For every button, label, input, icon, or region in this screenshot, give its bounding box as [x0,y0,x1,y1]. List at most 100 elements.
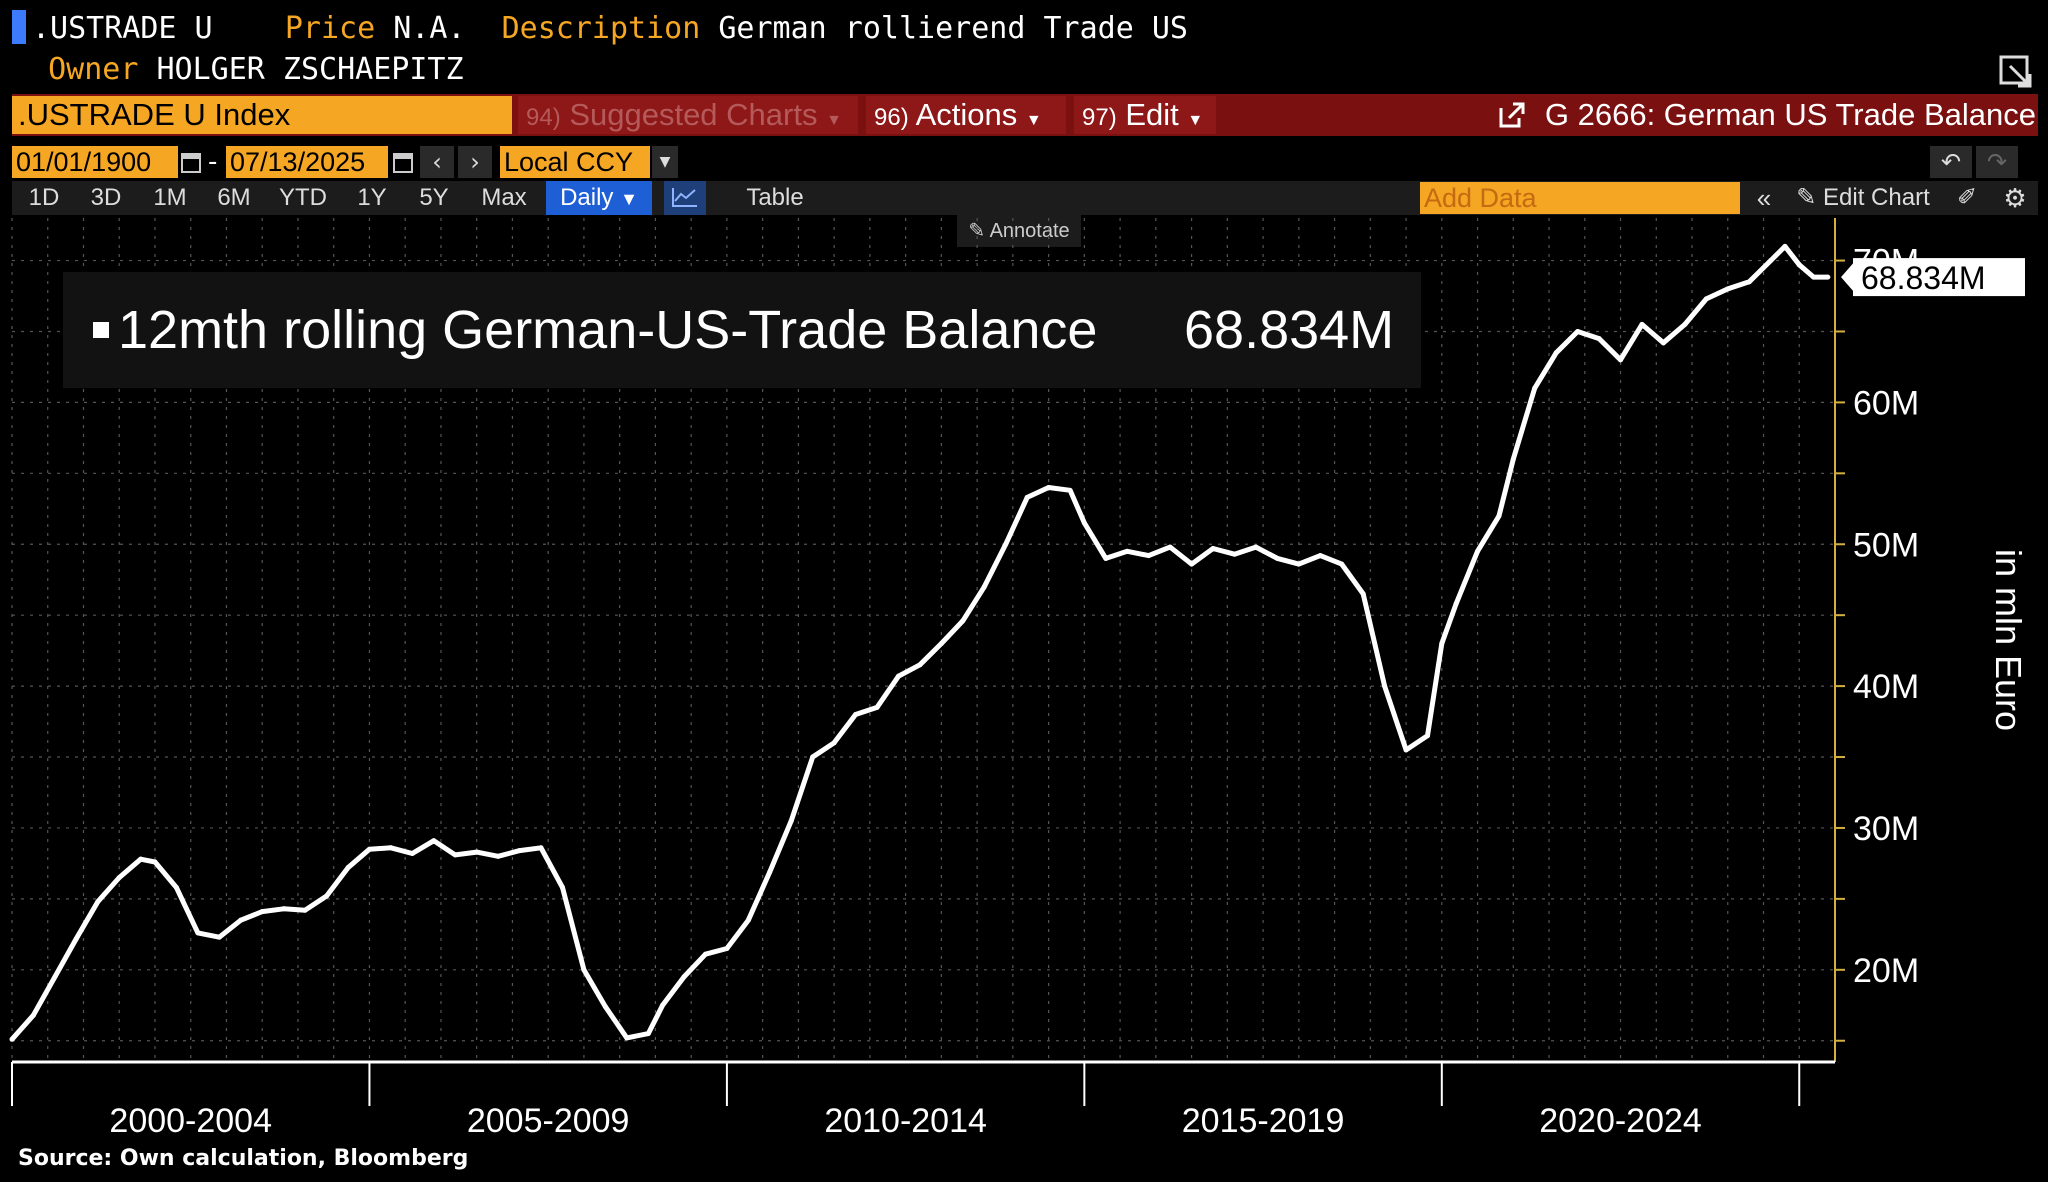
data-point [1067,487,1073,493]
range-1m[interactable]: 1M [153,184,187,211]
edit-button[interactable]: 97) Edit ▼ [1074,96,1216,134]
data-point [1167,544,1173,550]
data-point [116,875,122,881]
data-point [324,893,330,899]
next-period-button[interactable]: › [458,146,492,178]
edit-number: 97) [1082,104,1117,131]
description-label: Description [501,11,701,46]
suggested-charts-label: Suggested Charts [569,97,818,132]
range-1y[interactable]: 1Y [357,184,387,211]
range-1d[interactable]: 1D [28,184,60,211]
data-point [1439,641,1445,647]
annotate-label: Annotate [989,220,1070,242]
price-label: Price [284,11,376,46]
data-point [1046,485,1052,491]
y-tick-label: 50M [1853,526,1919,564]
data-point [1796,262,1802,268]
suggested-charts-button[interactable]: 94) Suggested Charts ▼ [518,96,858,134]
source-note: Source: Own calculation, Bloomberg [18,1146,469,1171]
x-tick-label: 2020-2024 [1539,1102,1702,1140]
launch-icon[interactable] [1497,100,1527,139]
data-point [1596,336,1602,342]
data-point [281,906,287,912]
data-point [1725,286,1731,292]
data-point [30,1012,36,1018]
gear-icon[interactable]: ⚙ [2003,183,2027,213]
data-point [259,909,265,915]
last-value-label: 68.834M [1861,260,1986,296]
pencil-icon: ✎ [1796,184,1817,211]
data-point [1453,601,1459,607]
security-color-marker [12,10,26,44]
data-point [1317,553,1323,559]
edit-chart-button[interactable]: ✎ Edit Chart [1788,181,1938,215]
table-button[interactable]: Table [746,184,804,211]
data-point [895,673,901,679]
data-point [1682,321,1688,327]
data-point [409,850,415,856]
x-tick-label: 2005-2009 [467,1102,630,1140]
chevron-down-icon: ▼ [826,112,842,129]
data-point [1639,321,1645,327]
data-point [1768,258,1774,264]
data-point [645,1031,651,1037]
y-tick-label: 40M [1853,668,1919,706]
redo-button[interactable]: ↷ [1976,146,2018,178]
y-axis-label: in mln Euro [1988,549,2029,731]
data-point [495,853,501,859]
series-layer [9,243,1831,1042]
range-6m[interactable]: 6M [217,184,251,211]
range-ytd[interactable]: YTD [279,184,327,211]
y-tick-label: 20M [1853,952,1919,990]
chart-edit-tool-icon[interactable]: ✐ [1956,184,1978,211]
chart-type-button[interactable] [664,181,706,215]
currency-select[interactable]: Local CCY [500,146,650,178]
chevron-down-icon: ▼ [1025,112,1042,129]
popout-icon[interactable] [1998,54,2034,90]
data-point [1746,279,1752,285]
data-point [345,865,351,871]
data-point [1782,243,1788,249]
legend-marker [93,322,109,338]
end-date-field[interactable]: 07/13/2025 [226,146,388,178]
range-3d[interactable]: 3D [90,184,122,211]
legend: 12mth rolling German-US-Trade Balance 68… [63,272,1421,388]
start-date-field[interactable]: 01/01/1900 [12,146,178,178]
prev-period-button[interactable]: ‹ [420,146,454,178]
data-point [1825,274,1831,280]
data-point [452,852,458,858]
collapse-icon[interactable]: « [1756,183,1772,213]
data-point [1189,561,1195,567]
data-point [1575,328,1581,334]
data-point [1146,553,1152,559]
data-point [152,859,158,865]
security-input[interactable]: .USTRADE U Index [12,96,512,134]
owner-value: HOLGER ZSCHAEPITZ [156,52,464,87]
line-chart-icon [672,188,697,207]
data-point [581,967,587,973]
header-line-2: Owner HOLGER ZSCHAEPITZ [12,52,464,92]
chevron-down-icon: ▼ [1187,112,1204,129]
range-max[interactable]: Max [481,184,527,211]
range-5y[interactable]: 5Y [419,184,449,211]
x-axis: 2000-2004 2005-2009 2010-2014 2015-2019 2020… [11,1060,1835,1140]
last-value-pointer [1841,261,1855,294]
data-point [52,974,58,980]
last-value-box [1853,258,2025,297]
undo-button[interactable]: ↶ [1930,146,1972,178]
legend-last-value: 68.834M [1184,300,1394,360]
data-point [960,618,966,624]
actions-button[interactable]: 96) Actions ▼ [866,96,1066,134]
data-point [1124,548,1130,554]
chevron-down-icon[interactable]: ▼ [652,146,678,178]
data-point [1339,561,1345,567]
calendar-icon[interactable] [392,150,414,174]
data-point [1024,494,1030,500]
calendar-icon[interactable] [180,150,202,174]
chart-title-area: G 2666: German US Trade Balance [1497,96,2036,134]
frequency-select[interactable]: Daily ▼ [546,181,652,215]
add-data-input[interactable]: Add Data [1420,182,1740,214]
data-point [388,845,394,851]
data-point [831,740,837,746]
